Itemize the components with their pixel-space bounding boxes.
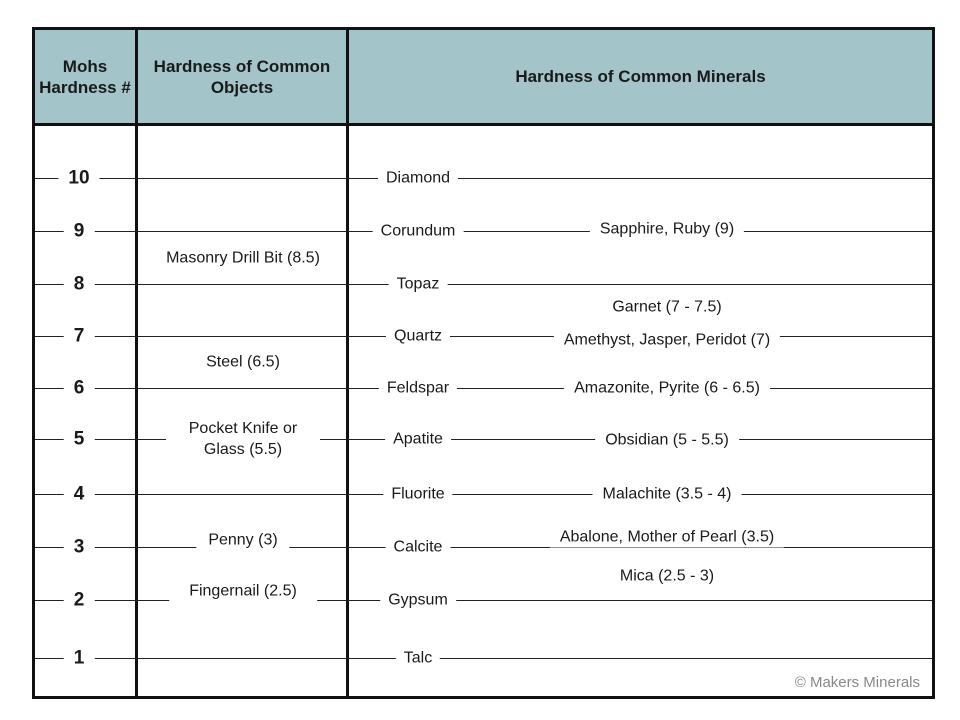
other-mineral-label: Abalone, Mother of Pearl (3.5) [549,526,785,548]
hardness-number: 4 [63,483,95,505]
row-line [35,178,932,179]
row-line [35,439,932,440]
hardness-number: 8 [63,273,95,295]
object-label: Masonry Drill Bit (8.5) [154,247,332,269]
hardness-number: 2 [63,589,95,611]
mineral-label: Feldspar [378,377,458,399]
mineral-label: Quartz [385,325,451,347]
row-line [35,284,932,285]
other-mineral-label: Obsidian (5 - 5.5) [595,429,739,451]
table-frame [32,27,935,699]
mineral-label: Fluorite [383,483,453,505]
other-mineral-label: Amazonite, Pyrite (6 - 6.5) [564,377,770,399]
row-line [35,494,932,495]
mineral-label: Diamond [377,167,459,189]
table-header [35,30,932,126]
hardness-number: 5 [63,428,95,450]
hardness-number: 10 [58,167,100,189]
mineral-label: Calcite [385,536,451,558]
other-mineral-label: Sapphire, Ruby (9) [589,218,745,240]
column-divider [135,30,138,696]
row-line [35,600,932,601]
mineral-label: Apatite [385,428,451,450]
copyright: © Makers Minerals [794,674,920,691]
row-line [35,547,932,548]
hardness-number: 7 [63,325,95,347]
mineral-label: Talc [395,647,441,669]
hardness-number: 3 [63,536,95,558]
row-line [35,388,932,389]
other-mineral-label: Malachite (3.5 - 4) [592,483,742,505]
row-line [35,658,932,659]
row-line [35,231,932,232]
header-minerals: Hardness of Common Minerals [515,67,766,86]
mineral-label: Gypsum [380,589,456,611]
hardness-number: 1 [63,647,95,669]
other-mineral-label: Amethyst, Jasper, Peridot (7) [553,329,781,351]
mineral-label: Corundum [372,220,464,242]
column-divider [346,30,349,696]
hardness-number: 6 [63,377,95,399]
mineral-label: Topaz [388,273,448,295]
object-label: Steel (6.5) [194,351,292,373]
object-label: Penny (3) [196,529,290,551]
object-label: Fingernail (2.5) [169,570,317,616]
other-mineral-label: Mica (2.5 - 3) [609,565,725,587]
header-objects: Hardness of Common Objects [153,56,331,97]
header-mohs: Mohs Hardness # [39,56,131,97]
hardness-number: 9 [63,220,95,242]
row-line [35,336,932,337]
object-label: Pocket Knife or Glass (5.5) [166,418,320,460]
other-mineral-label: Garnet (7 - 7.5) [602,296,732,318]
